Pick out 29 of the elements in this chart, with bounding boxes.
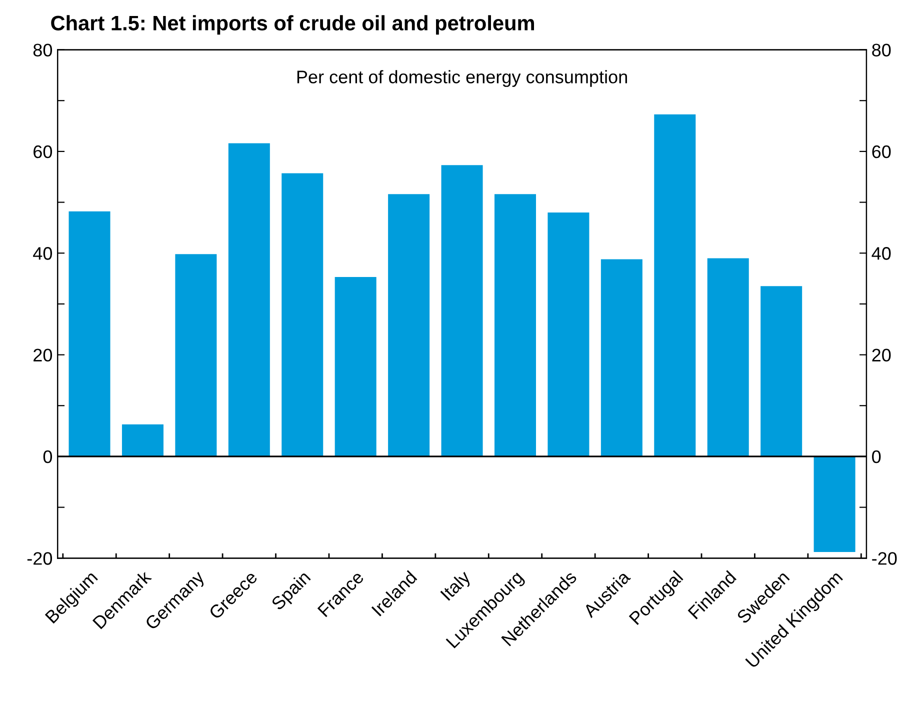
y2-tick-label: 0 [872,450,881,464]
bar [228,143,270,456]
y-tick-label: 40 [33,247,52,260]
bar [760,286,802,456]
bar [282,173,324,456]
bar [548,212,590,456]
bar [388,194,430,456]
y2-tick-label: 20 [872,348,891,362]
y-tick-label: 80 [33,44,52,56]
bar [122,424,164,456]
y2-tick-label: 40 [872,247,891,260]
bar [175,254,217,456]
bar [68,211,110,456]
chart-title: Chart 1.5: Net imports of crude oil and petroleum [51,15,534,35]
y-tick-label: 0 [43,450,52,464]
y2-tick-label: -20 [872,552,897,565]
bar [707,258,749,456]
y2-tick-label: 80 [872,44,891,56]
y-tick-label: -20 [27,552,52,565]
bar [600,259,642,456]
y-tick-label: 60 [34,145,52,158]
bar [814,456,856,552]
y-tick-label: 20 [34,348,52,362]
bar [654,114,696,456]
bar [334,277,376,456]
text: Per cent of domestic energy consumption [297,70,627,87]
y2-tick-label: 60 [872,145,891,158]
bar [441,165,483,456]
bar [494,194,536,456]
